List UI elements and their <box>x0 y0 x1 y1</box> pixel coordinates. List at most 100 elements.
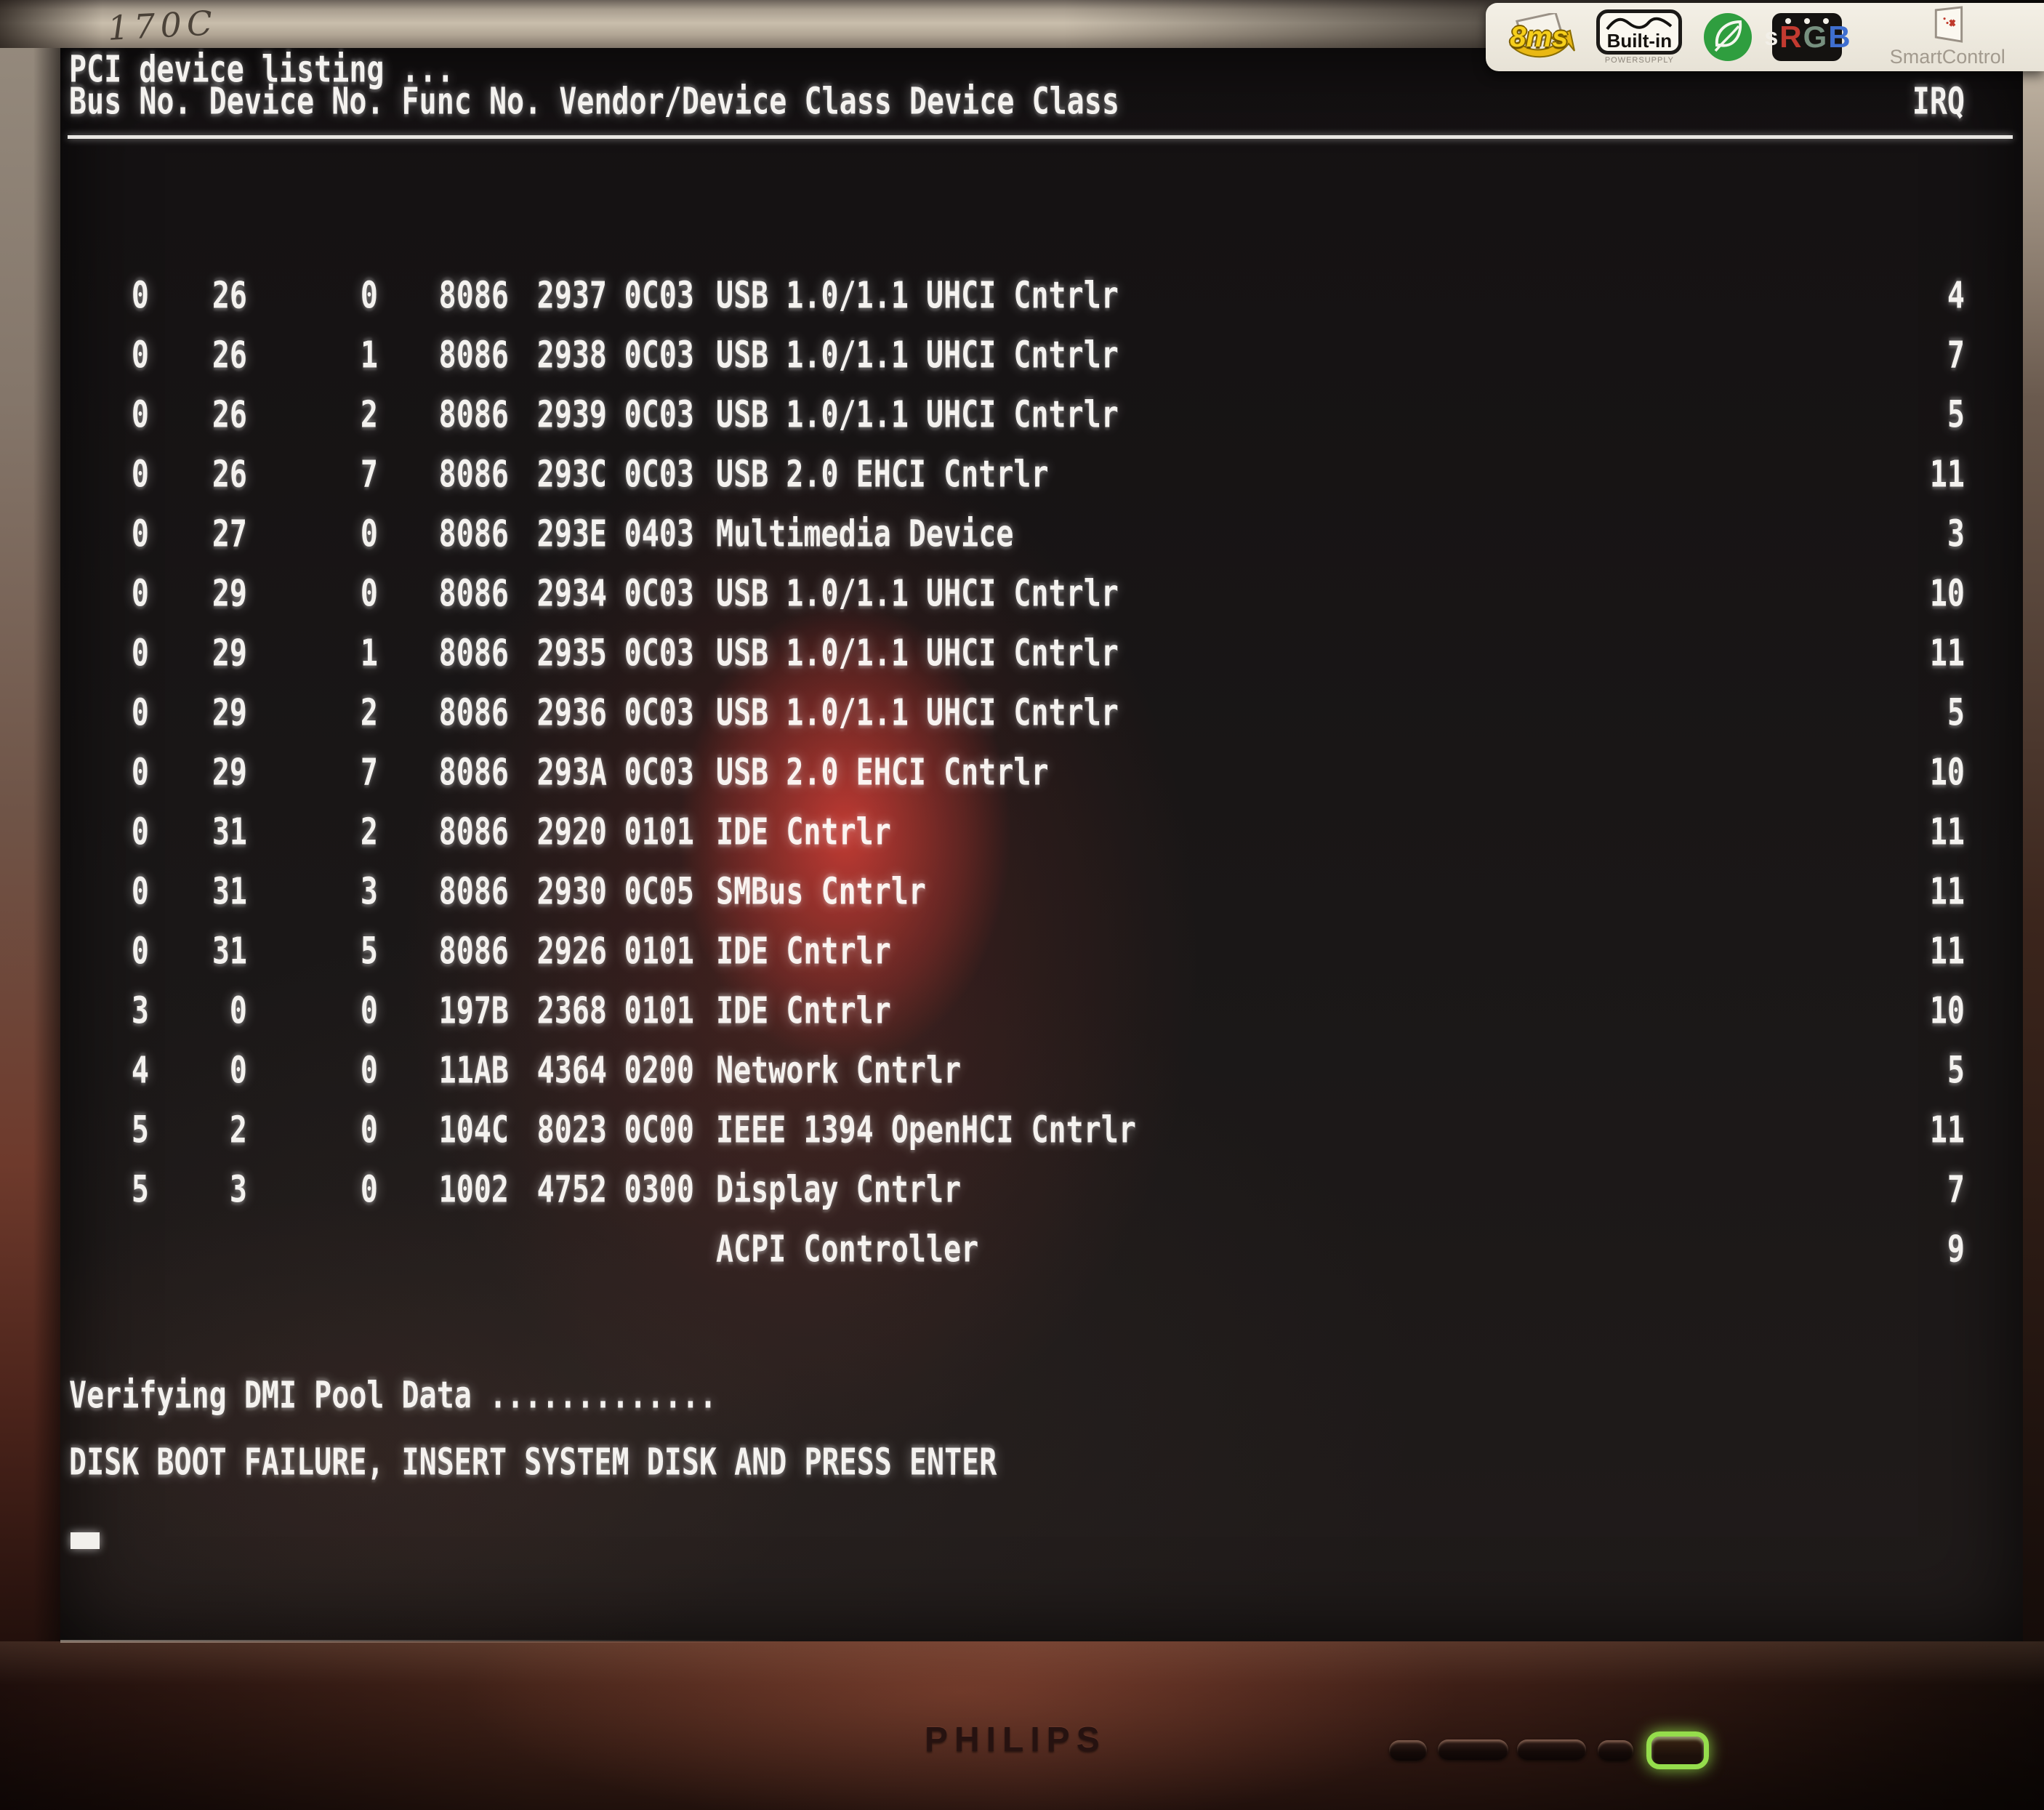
cell-device_id: 2920 <box>536 811 607 853</box>
cell-device_id: 2936 <box>536 692 607 734</box>
text-cursor <box>71 1532 100 1549</box>
cell-name: IDE Cntrlr <box>716 930 891 973</box>
cell-device: 26 <box>212 394 247 436</box>
cell-vendor: 104C <box>438 1109 509 1151</box>
cell-func: 1 <box>360 334 378 377</box>
cell-vendor: 8086 <box>438 752 509 794</box>
cell-name: USB 1.0/1.1 UHCI Cntrlr <box>716 573 1119 615</box>
cell-class_code: 0C03 <box>624 454 694 496</box>
cell-device_id: 293A <box>536 752 607 794</box>
cell-irq: 5 <box>1947 1050 1965 1092</box>
cell-vendor: 8086 <box>438 513 509 555</box>
cell-device_id: 2934 <box>536 573 607 615</box>
cell-device: 0 <box>229 1050 247 1092</box>
monitor-right-bezel <box>2023 48 2044 1641</box>
cell-class_code: 0C03 <box>624 752 694 794</box>
cell-bus: 4 <box>131 1050 149 1092</box>
cell-irq: 11 <box>1929 1109 1965 1151</box>
cell-irq: 11 <box>1929 930 1965 973</box>
verify-dmi-message: Verifying DMI Pool Data ............. <box>69 1375 717 1417</box>
response-time-badge: 8ms <box>1502 9 1577 65</box>
cell-name: USB 2.0 EHCI Cntrlr <box>716 454 1049 496</box>
cell-bus: 0 <box>131 573 149 615</box>
cell-device_id: 4364 <box>536 1050 607 1092</box>
cell-func: 0 <box>360 1050 378 1092</box>
cell-device: 0 <box>229 990 247 1032</box>
smartcontrol-label: SmartControl <box>1889 46 2005 68</box>
monitor-button-4 <box>1598 1740 1633 1761</box>
cell-class_code: 0C05 <box>624 871 694 913</box>
cell-func: 0 <box>360 1109 378 1151</box>
srgb-plate: s R G B <box>1764 13 1851 61</box>
monitor-button-3 <box>1517 1739 1586 1760</box>
builtin-power-badge: Built-in POWERSUPPLY <box>1596 7 1684 68</box>
cell-bus: 5 <box>131 1169 149 1211</box>
header-separator-line <box>68 135 2013 139</box>
cell-device_id: 2937 <box>536 275 607 317</box>
cell-bus: 0 <box>131 334 149 377</box>
cell-irq: 11 <box>1929 871 1965 913</box>
cell-name: IDE Cntrlr <box>716 990 891 1032</box>
cell-irq: 4 <box>1947 275 1965 317</box>
cell-name: Network Cntrlr <box>716 1050 962 1092</box>
monitor-button-1 <box>1389 1740 1427 1761</box>
cell-vendor: 8086 <box>438 394 509 436</box>
cell-bus: 0 <box>131 930 149 973</box>
cell-name: USB 2.0 EHCI Cntrlr <box>716 752 1049 794</box>
cell-func: 2 <box>360 811 378 853</box>
cell-vendor: 197B <box>438 990 509 1032</box>
power-supply-label: POWERSUPPLY <box>1604 56 1674 65</box>
smartcontrol-icon <box>1935 6 1963 43</box>
cell-device_id: 8023 <box>536 1109 607 1151</box>
srgb-letter-s: s <box>1764 23 1779 51</box>
cell-func: 7 <box>360 454 378 496</box>
pci-table-row: ACPI Controller 9 <box>60 1212 2023 1287</box>
disk-boot-failure-message: DISK BOOT FAILURE, INSERT SYSTEM DISK AN… <box>69 1441 997 1484</box>
cell-irq: 10 <box>1929 990 1965 1032</box>
cell-name: IDE Cntrlr <box>716 811 891 853</box>
cell-name: Display Cntrlr <box>716 1169 962 1211</box>
cell-func: 5 <box>360 930 378 973</box>
cell-bus: 0 <box>131 454 149 496</box>
cell-name: SMBus Cntrlr <box>716 871 926 913</box>
cell-func: 3 <box>360 871 378 913</box>
cell-bus: 0 <box>131 811 149 853</box>
smartcontrol-badge: SmartControl <box>1861 6 2034 68</box>
cell-func: 0 <box>360 990 378 1032</box>
cell-name: ACPI Controller <box>716 1228 979 1271</box>
cell-vendor: 11AB <box>438 1050 509 1092</box>
cell-device: 31 <box>212 811 247 853</box>
builtin-label: Built-in <box>1606 30 1673 52</box>
cell-func: 2 <box>360 692 378 734</box>
cell-vendor: 8086 <box>438 692 509 734</box>
cell-class_code: 0C03 <box>624 573 694 615</box>
cell-bus: 0 <box>131 632 149 675</box>
cell-irq: 11 <box>1929 811 1965 853</box>
monitor-left-bezel <box>0 48 60 1641</box>
cell-vendor: 1002 <box>438 1169 509 1211</box>
cell-device: 31 <box>212 930 247 973</box>
cell-irq: 10 <box>1929 752 1965 794</box>
cell-device: 26 <box>212 334 247 377</box>
cell-vendor: 8086 <box>438 275 509 317</box>
cell-device_id: 293E <box>536 513 607 555</box>
cell-device_id: 2939 <box>536 394 607 436</box>
cell-device: 29 <box>212 692 247 734</box>
cell-device: 3 <box>229 1169 247 1211</box>
cell-bus: 0 <box>131 513 149 555</box>
eco-leaf-badge <box>1702 9 1753 65</box>
cell-irq: 11 <box>1929 632 1965 675</box>
cell-func: 0 <box>360 513 378 555</box>
cell-device: 26 <box>212 275 247 317</box>
cell-class_code: 0C03 <box>624 692 694 734</box>
cell-func: 0 <box>360 275 378 317</box>
table-header-irq: IRQ <box>1912 81 1965 123</box>
cell-vendor: 8086 <box>438 930 509 973</box>
cell-bus: 0 <box>131 752 149 794</box>
cell-func: 1 <box>360 632 378 675</box>
cell-class_code: 0C03 <box>624 275 694 317</box>
cell-irq: 5 <box>1947 692 1965 734</box>
cell-device_id: 2938 <box>536 334 607 377</box>
cell-device_id: 293C <box>536 454 607 496</box>
